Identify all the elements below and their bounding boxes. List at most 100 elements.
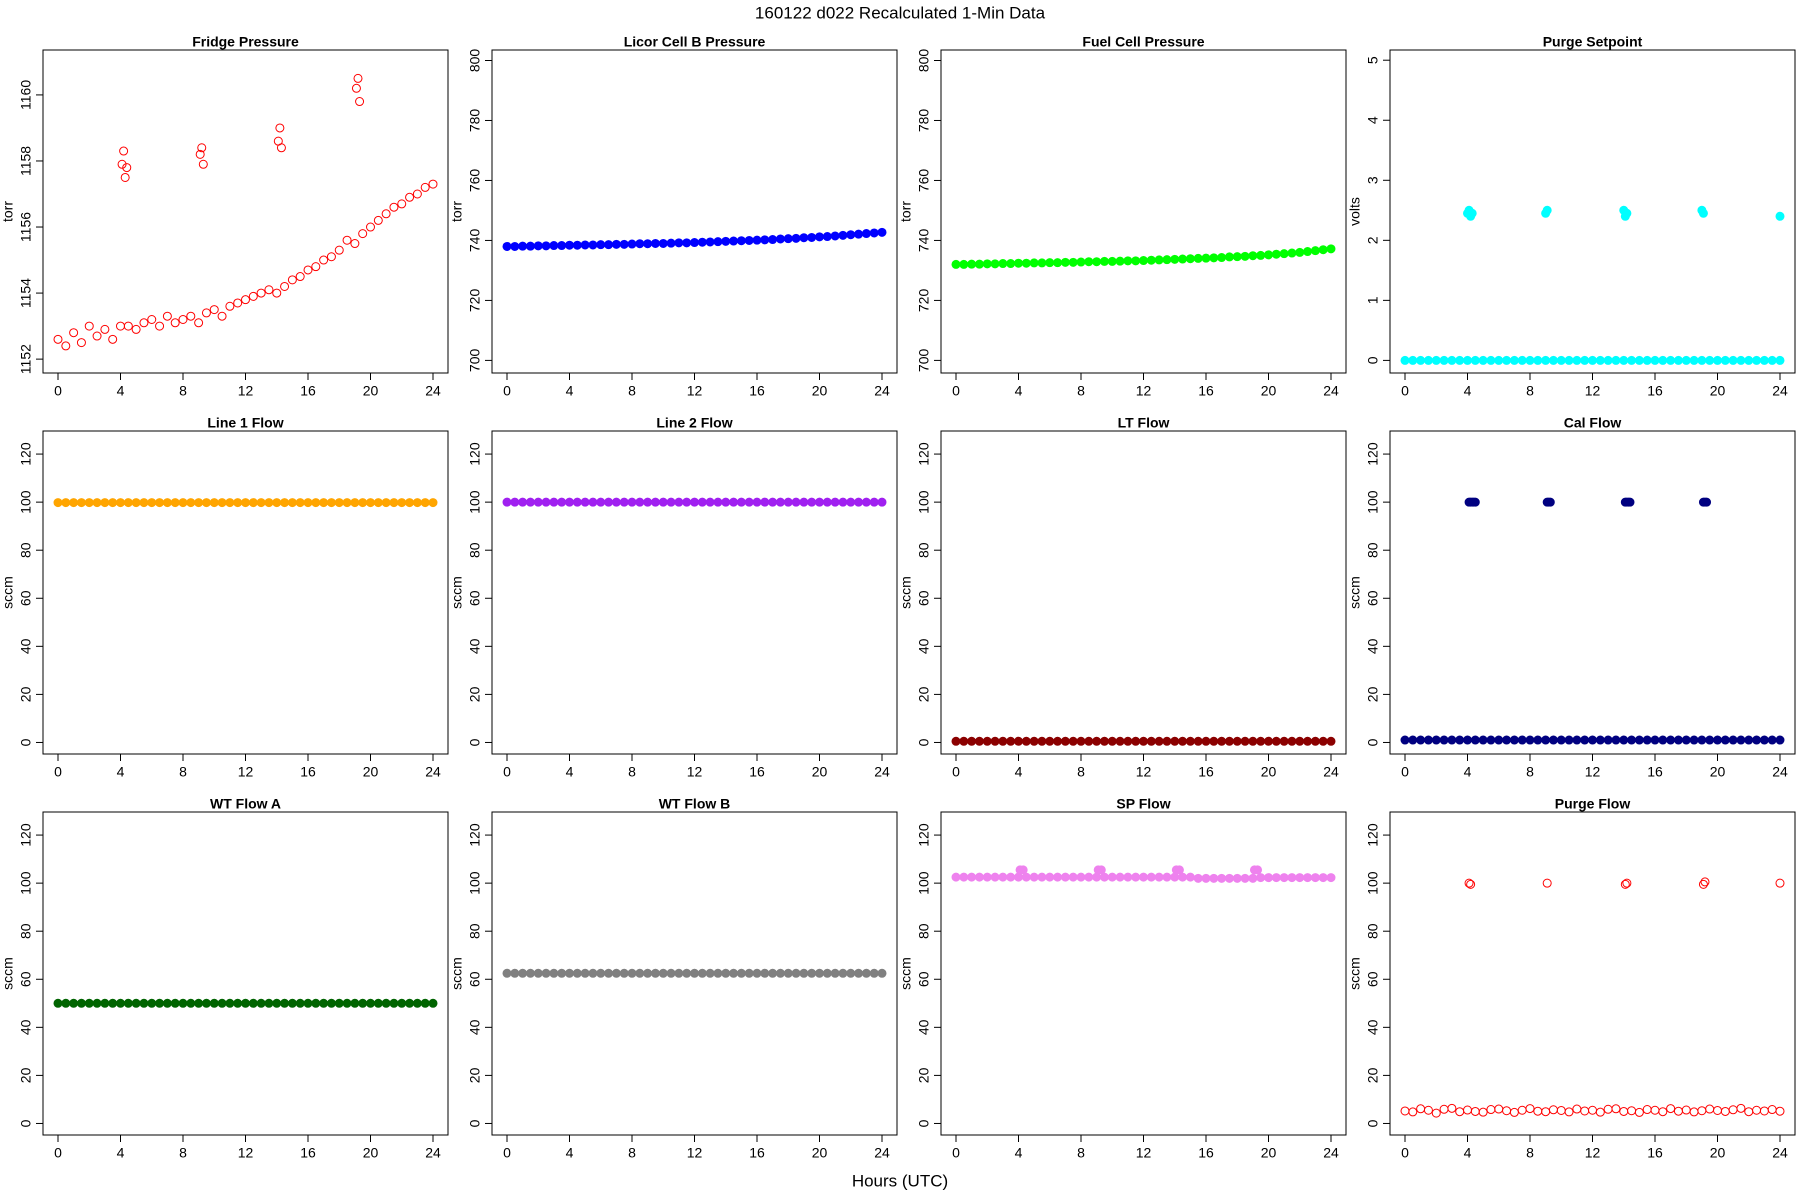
data-point [541,241,551,251]
y-tick-label: 760 [467,169,483,193]
data-point [1431,1108,1441,1118]
data-point [389,998,399,1008]
data-point [525,497,535,507]
data-point [1439,735,1449,745]
data-point [1478,735,1488,745]
data-point [1303,736,1313,746]
data-point [1681,355,1691,365]
data-point [1650,735,1660,745]
data-point [116,998,125,1008]
data-point [690,238,699,248]
data-point [131,324,141,334]
data-point [705,237,715,247]
panel-title: SP Flow [1116,796,1170,812]
data-point [1326,736,1336,746]
data-point [1053,872,1063,882]
data-point [1178,736,1188,746]
data-point [69,498,79,508]
data-point [557,241,567,251]
data-point [604,497,614,507]
data-point [713,968,723,978]
data-point [1759,735,1769,745]
data-point [1154,255,1164,265]
data-point [1767,1105,1777,1115]
data-point [350,239,360,249]
x-tick-label: 12 [238,383,254,399]
x-tick-label: 0 [503,1145,511,1161]
data-point [998,872,1008,882]
y-tick-label: 0 [18,738,34,746]
y-tick-label: 100 [1365,490,1381,514]
data-point [572,240,582,250]
x-tick-label: 4 [566,764,574,780]
y-tick-label: 80 [467,923,483,939]
y-tick-label: 40 [467,638,483,654]
data-point [1045,872,1055,882]
data-point [1185,872,1195,882]
data-point [61,498,71,508]
x-axis-label: Hours (UTC) [852,1171,948,1190]
data-point [61,998,71,1008]
data-point [1084,736,1094,746]
x-tick-label: 8 [179,383,187,399]
data-point [147,498,157,508]
data-point [1673,1106,1683,1116]
data-point [1326,873,1336,883]
data-point [1470,497,1480,507]
data-point [736,236,746,246]
data-point [1509,1107,1519,1117]
data-point [1045,736,1055,746]
data-point [1502,735,1512,745]
x-tick-label: 20 [363,383,379,399]
data-point [822,968,832,978]
data-point [334,245,344,255]
y-tick-label: 80 [467,542,483,558]
data-point [428,498,438,508]
y-tick-label: 0 [467,738,483,746]
data-point [264,498,274,508]
data-point [650,497,660,507]
x-tick-label: 0 [503,383,511,399]
y-tick-label: 60 [18,590,34,606]
y-axis-label: sccm [0,576,16,609]
data-point [1107,736,1117,746]
data-point [974,872,984,882]
data-point [412,498,422,508]
data-point [334,498,344,508]
x-tick-label: 0 [1401,1145,1409,1161]
x-tick-label: 4 [1464,1145,1472,1161]
y-tick-label: 20 [1365,1067,1381,1083]
data-point [967,259,977,269]
x-tick-label: 24 [425,383,441,399]
data-point [1271,873,1281,883]
data-point [502,968,512,978]
data-point [974,259,984,269]
data-point [248,498,258,508]
data-point [428,179,438,189]
data-point [721,497,731,507]
panel: SP Flow sccm 0 4 8 12 16 20 24 0 20 40 60 80 100 120 [898,796,1347,1161]
data-point [358,498,368,508]
data-point [518,497,528,507]
data-point [1767,355,1777,365]
data-point [389,498,399,508]
panel-title: Cal Flow [1564,415,1622,431]
panel-title: LT Flow [1118,415,1170,431]
data-point [1744,735,1754,745]
y-tick-label: 740 [916,229,932,253]
y-tick-label: 760 [916,169,932,193]
data-point [53,498,63,508]
data-point [1542,878,1552,888]
data-point [565,968,574,978]
x-tick-label: 4 [117,1145,125,1161]
y-tick-label: 120 [1365,442,1381,466]
y-tick-label: 780 [916,109,932,133]
data-point [1131,736,1141,746]
data-point [1248,736,1258,746]
x-tick-label: 20 [812,383,828,399]
data-point [1240,873,1250,883]
data-point [1014,736,1023,746]
data-point [287,275,297,285]
y-tick-label: 60 [1365,590,1381,606]
